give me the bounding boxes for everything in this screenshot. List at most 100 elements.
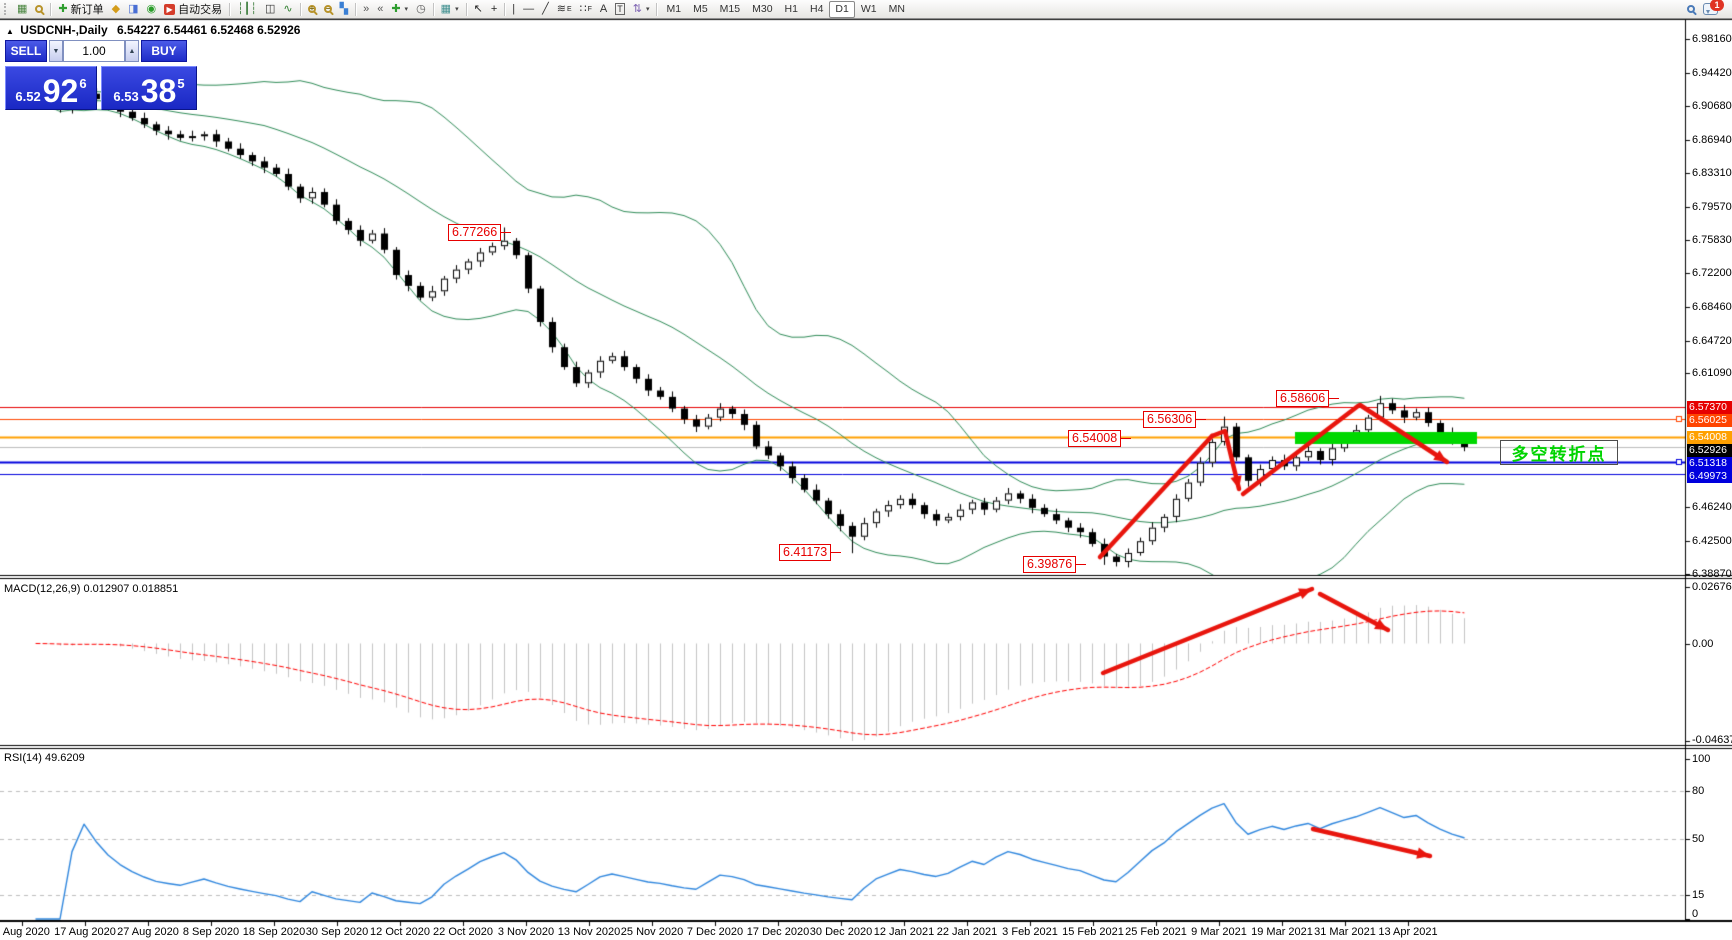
chart-template-icon[interactable]: ▦ ▾ xyxy=(437,1,463,18)
bar-chart-icon: ┆┃┆ xyxy=(237,2,257,15)
timeframe-h1[interactable]: H1 xyxy=(784,2,798,15)
toolbar-separator xyxy=(504,2,506,16)
volume-increase-button[interactable]: ▲ xyxy=(125,40,139,62)
crosshair-icon: + xyxy=(490,2,498,15)
search-button[interactable] xyxy=(1683,1,1699,18)
date-axis-label: 3 Nov 2020 xyxy=(497,926,555,938)
price-axis-tick: 6.75830 xyxy=(1692,234,1732,247)
auto-scroll-icon[interactable]: » xyxy=(359,1,373,18)
clock-icon[interactable]: ◷ xyxy=(412,1,430,18)
sell-button[interactable]: SELL xyxy=(5,40,47,62)
price-callout-label[interactable]: 6.56306 xyxy=(1143,411,1207,428)
price-axis-tick: 6.64720 xyxy=(1692,334,1732,347)
candlestick-chart-icon[interactable]: ◫ xyxy=(261,1,279,18)
timeframe-m15[interactable]: M15 xyxy=(719,2,741,15)
vertical-line-icon[interactable]: | xyxy=(508,1,519,18)
volume-input[interactable] xyxy=(63,40,125,62)
price-axis-tick: 6.72200 xyxy=(1692,267,1732,280)
new-chart-icon[interactable]: ▦ xyxy=(13,1,31,18)
arrows-icon: ⇅ xyxy=(632,2,642,15)
price-axis-tick: 6.83310 xyxy=(1692,166,1732,179)
timeframe-w1[interactable]: W1 xyxy=(860,2,877,15)
price-axis-tick: 6.94420 xyxy=(1692,66,1732,79)
arrows-icon[interactable]: ⇅ ▾ xyxy=(629,1,654,18)
horizontal-line-icon[interactable]: — xyxy=(519,1,538,18)
date-axis-label: 19 Mar 2021 xyxy=(1251,926,1313,938)
channel-icon[interactable]: ∷ F xyxy=(576,1,596,18)
price-callout-label[interactable]: 6.77266 xyxy=(448,224,512,241)
text-label-icon: T xyxy=(615,3,625,15)
search-icon xyxy=(1687,5,1695,13)
date-axis-label: 7 Dec 2020 xyxy=(686,926,744,938)
line-chart-icon[interactable]: ∿ xyxy=(279,1,296,18)
macd-axis-tick: -0.046374 xyxy=(1692,734,1732,746)
macd-indicator-label: MACD(12,26,9) 0.012907 0.018851 xyxy=(4,583,179,595)
fibonacci-icon-sub: E xyxy=(566,5,572,13)
text-icon[interactable]: A xyxy=(596,1,611,18)
timeframe-d1[interactable]: D1 xyxy=(829,0,855,18)
tile-windows-icon[interactable]: ▚ xyxy=(336,1,352,18)
date-axis-label: 3 Feb 2021 xyxy=(1002,926,1058,938)
turning-point-note[interactable]: 多空转折点 xyxy=(1500,440,1618,465)
toolbar: ▦ ✚ 新订单 ◆ ◨ ◉ ▶ 自动交易 ┆┃┆ ◫ ∿ + − ▚» «✚ ▾ ◷ ▦ ▾ ↖ + | — ╱ ≋ E ∷ F A T ⇅… xyxy=(0,0,1732,19)
zoom-out-icon: − xyxy=(323,4,332,13)
date-axis-label: 12 Jan 2021 xyxy=(873,926,935,938)
price-callout-label[interactable]: 6.41173 xyxy=(779,544,842,561)
date-axis-label: 17 Dec 2020 xyxy=(746,926,810,938)
autotrading-button[interactable]: ▶ 自动交易 xyxy=(160,1,226,18)
add-indicator-icon[interactable]: ✚ ▾ xyxy=(387,1,412,18)
signals-icon: ◉ xyxy=(146,2,157,15)
metaeditor-icon[interactable]: ◆ xyxy=(108,1,124,18)
price-tag: 6.57370 xyxy=(1687,401,1732,414)
timeframe-h4[interactable]: H4 xyxy=(809,2,824,15)
buy-button[interactable]: BUY xyxy=(141,40,187,62)
bid-price-big: 92 xyxy=(42,73,79,109)
trade-controls-row: SELL ▼ ▲ BUY xyxy=(5,40,187,62)
profiles-icon[interactable] xyxy=(31,1,47,18)
cursor-icon[interactable]: ↖ xyxy=(470,1,487,18)
profiles-icon xyxy=(35,5,44,13)
date-axis-label: 22 Jan 2021 xyxy=(936,926,998,938)
price-callout-label[interactable]: 6.58606 xyxy=(1276,390,1340,407)
collapse-panel-icon[interactable]: ▲ xyxy=(6,27,14,36)
price-axis-tick: 6.68460 xyxy=(1692,300,1732,313)
timeframe-m5[interactable]: M5 xyxy=(693,2,708,15)
zoom-out-icon[interactable]: − xyxy=(320,1,336,18)
toolbar-separator xyxy=(656,2,658,16)
date-axis-label: 30 Sep 2020 xyxy=(305,926,369,938)
price-tag: 6.54008 xyxy=(1687,431,1732,444)
channel-icon: ∷ xyxy=(579,2,587,15)
text-label-icon[interactable]: T xyxy=(611,1,629,18)
fibonacci-icon: ≋ xyxy=(556,2,566,15)
fibonacci-icon[interactable]: ≋ E xyxy=(553,1,576,18)
candlestick-chart-icon: ◫ xyxy=(264,2,276,15)
auto-scroll-icon: » xyxy=(363,2,370,15)
volume-decrease-button[interactable]: ▼ xyxy=(49,40,63,62)
ask-price-prefix: 6.53 xyxy=(113,89,139,104)
date-axis-label: 13 Apr 2021 xyxy=(1378,926,1438,938)
rsi-axis-tick: 0 xyxy=(1692,908,1699,920)
date-axis-label: 25 Feb 2021 xyxy=(1125,926,1187,938)
trendline-icon[interactable]: ╱ xyxy=(538,1,553,18)
bid-price-display[interactable]: 6.52 92 6 xyxy=(5,66,97,110)
chart-template-icon: ▦ xyxy=(440,2,452,15)
tile-windows-icon: ▚ xyxy=(339,2,349,15)
ask-price-big: 38 xyxy=(140,73,177,109)
price-callout-label[interactable]: 6.39876 xyxy=(1023,556,1087,573)
timeframe-m1[interactable]: M1 xyxy=(666,2,682,15)
bar-chart-icon[interactable]: ┆┃┆ xyxy=(233,1,261,18)
chat-button[interactable]: 1 xyxy=(1699,0,1724,18)
signals-icon[interactable]: ◉ xyxy=(143,1,161,18)
ask-price-display[interactable]: 6.53 38 5 xyxy=(101,66,197,110)
zoom-in-icon[interactable]: + xyxy=(304,1,320,18)
chart-shift-icon[interactable]: « xyxy=(373,1,387,18)
timeframe-m30[interactable]: M30 xyxy=(752,2,773,15)
price-callout-label[interactable]: 6.54008 xyxy=(1068,430,1132,447)
toolbox-icon[interactable]: ◨ xyxy=(124,1,142,18)
new-order-button[interactable]: ✚ 新订单 xyxy=(54,1,107,18)
toolbar-separator xyxy=(432,2,434,16)
crosshair-icon[interactable]: + xyxy=(487,1,501,18)
timeframe-mn[interactable]: MN xyxy=(888,2,905,15)
